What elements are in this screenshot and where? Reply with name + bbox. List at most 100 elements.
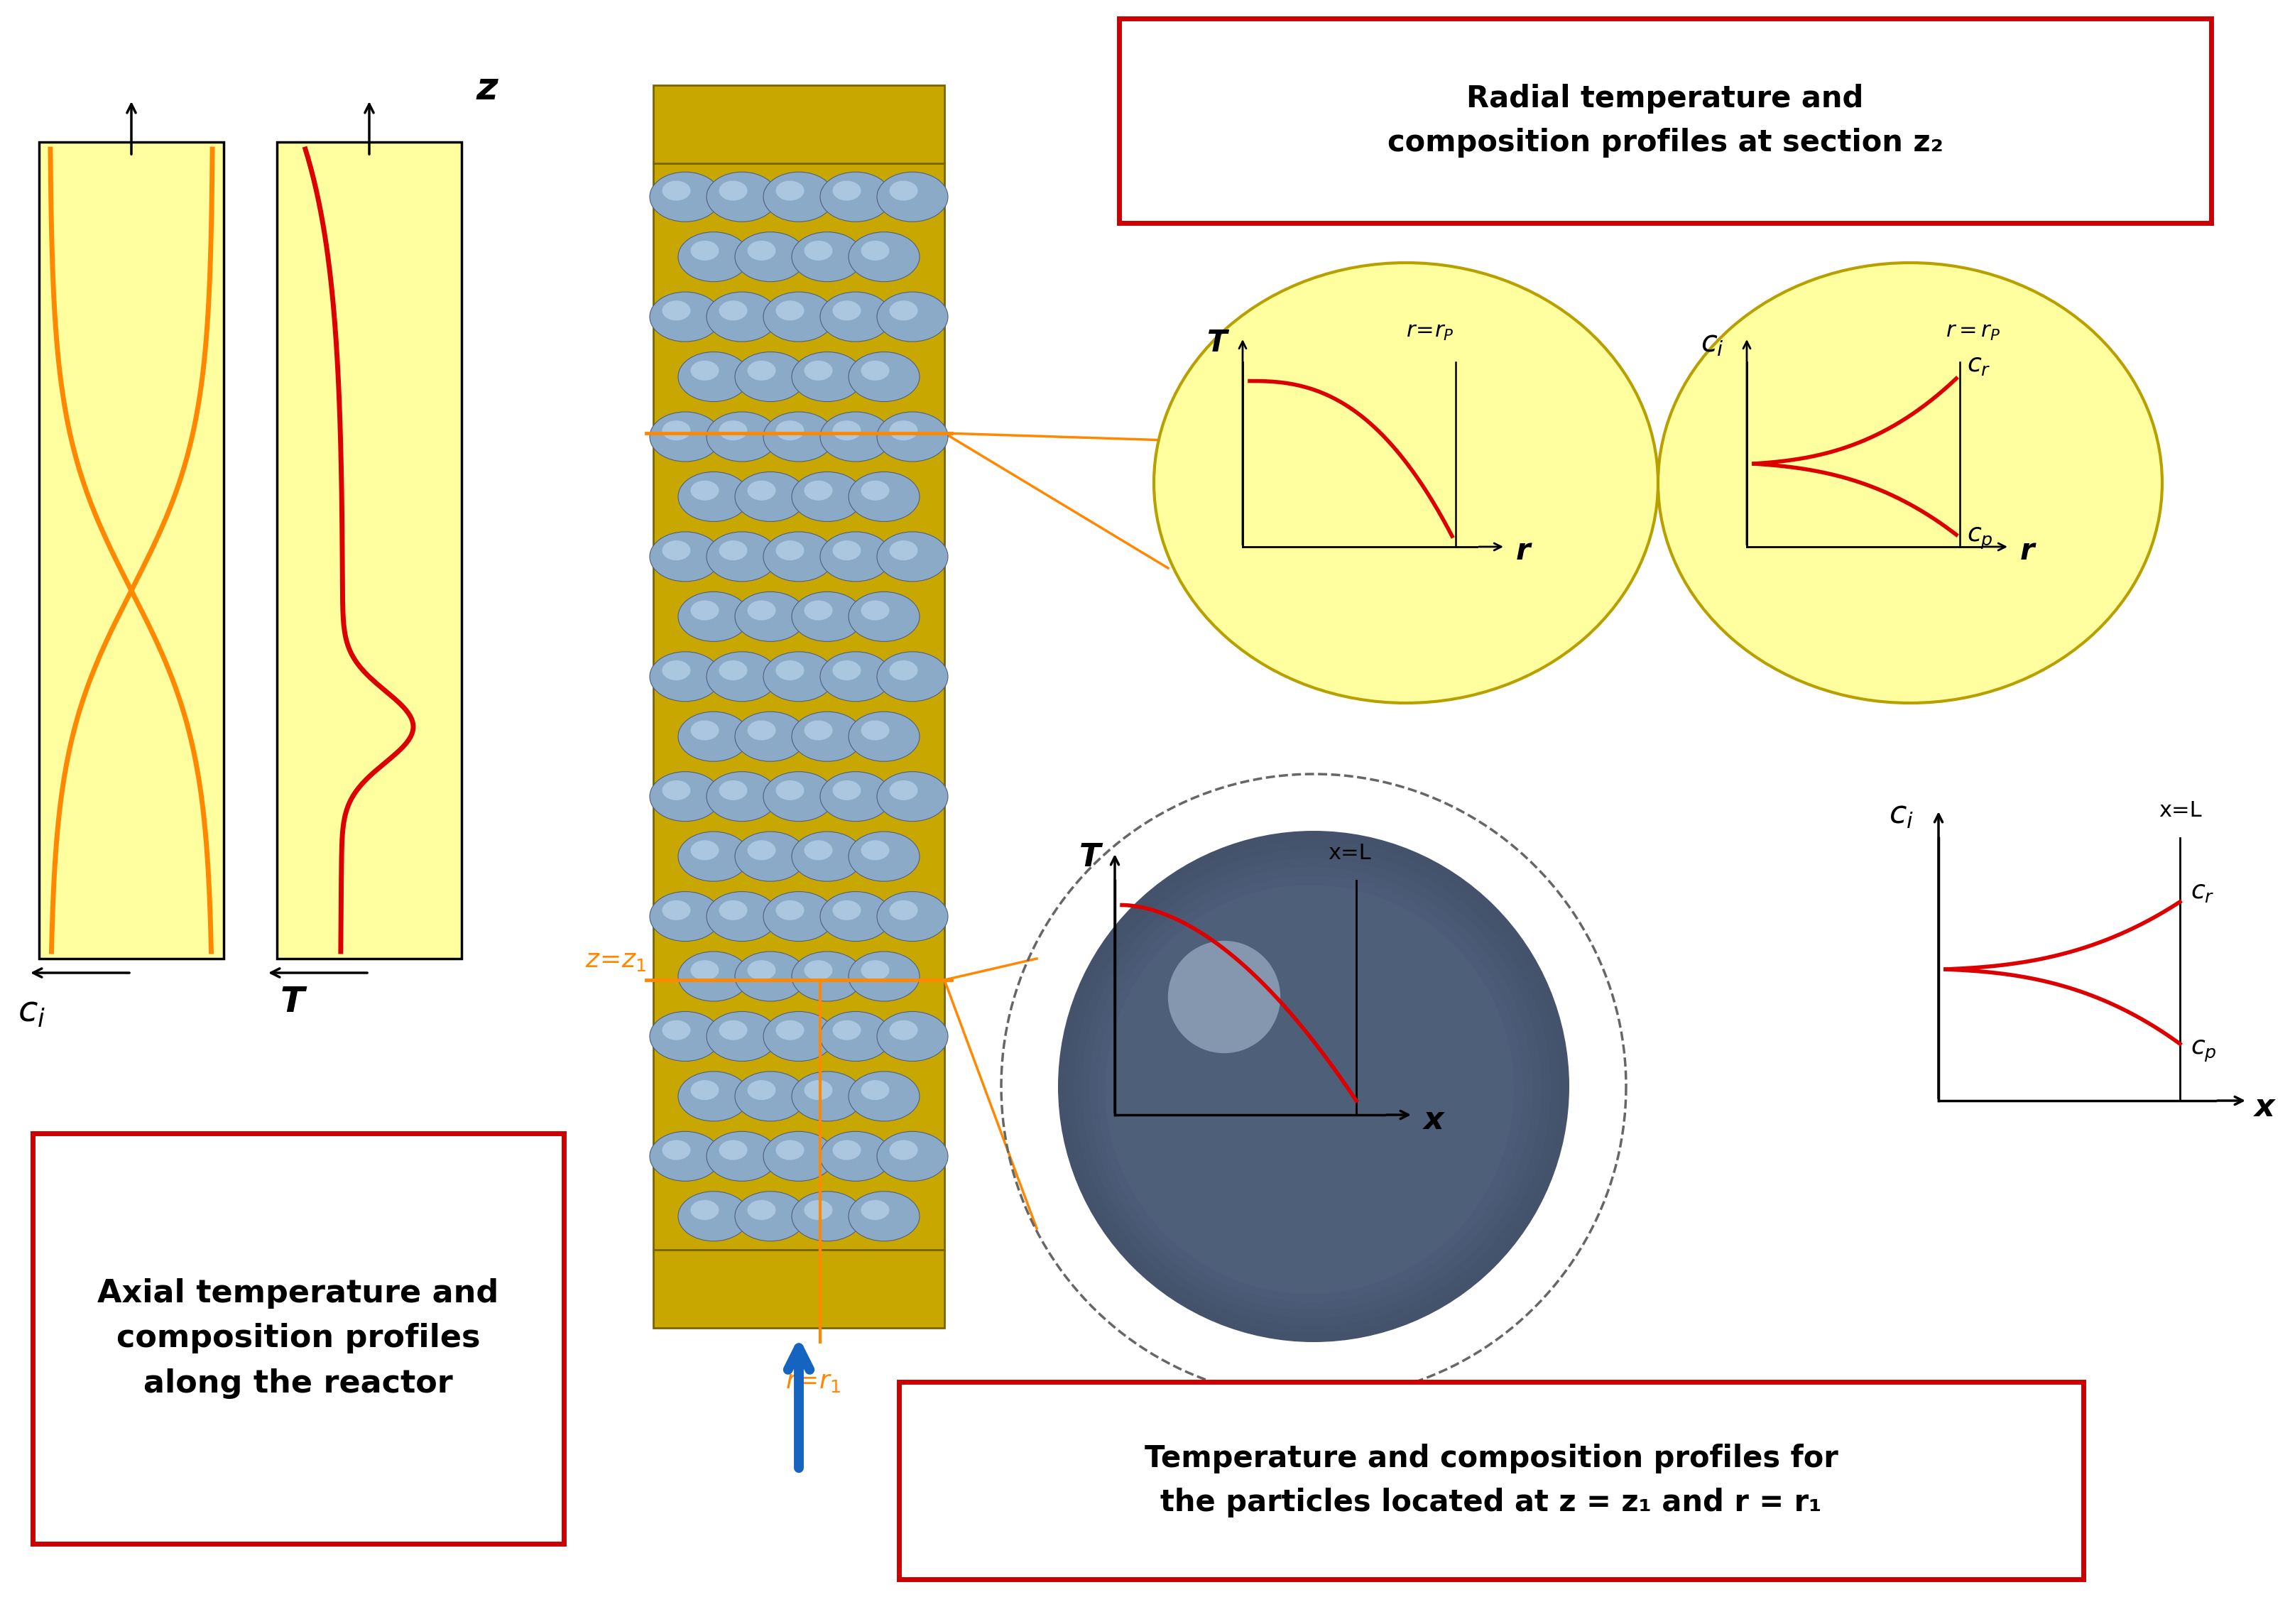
Ellipse shape	[763, 531, 834, 581]
Ellipse shape	[820, 1132, 891, 1181]
Ellipse shape	[708, 172, 779, 222]
Ellipse shape	[834, 180, 861, 201]
Text: x=L: x=L	[2159, 801, 2201, 820]
Ellipse shape	[708, 292, 779, 341]
Circle shape	[1152, 939, 1459, 1246]
Circle shape	[1065, 840, 1559, 1333]
Ellipse shape	[692, 840, 719, 861]
Circle shape	[1168, 940, 1280, 1054]
Ellipse shape	[850, 711, 921, 762]
Circle shape	[1120, 903, 1495, 1278]
Ellipse shape	[719, 781, 747, 801]
Ellipse shape	[776, 180, 804, 201]
Ellipse shape	[719, 300, 747, 320]
Ellipse shape	[850, 952, 921, 1002]
Ellipse shape	[692, 721, 719, 741]
Ellipse shape	[650, 1132, 721, 1181]
Bar	[653, 164, 943, 1250]
Circle shape	[1269, 1075, 1321, 1125]
Ellipse shape	[708, 892, 779, 942]
Ellipse shape	[850, 1192, 921, 1241]
Text: $z\!=\!z_1$: $z\!=\!z_1$	[584, 948, 646, 973]
Ellipse shape	[834, 661, 861, 680]
Text: $c_p$: $c_p$	[2192, 1039, 2217, 1064]
Ellipse shape	[861, 240, 889, 260]
Bar	[39, 141, 224, 958]
Text: T: T	[1207, 328, 1227, 357]
Ellipse shape	[735, 1072, 806, 1121]
Ellipse shape	[692, 1080, 719, 1099]
Ellipse shape	[662, 1140, 692, 1160]
Ellipse shape	[747, 960, 776, 981]
Ellipse shape	[735, 232, 806, 281]
Ellipse shape	[776, 661, 804, 680]
Bar	[653, 84, 943, 164]
Ellipse shape	[719, 541, 747, 560]
Ellipse shape	[650, 412, 721, 461]
Circle shape	[1255, 1057, 1340, 1142]
Ellipse shape	[662, 1020, 692, 1039]
Ellipse shape	[735, 831, 806, 882]
Circle shape	[1278, 1083, 1312, 1117]
Ellipse shape	[650, 771, 721, 822]
Circle shape	[1145, 931, 1468, 1254]
Ellipse shape	[804, 1200, 834, 1220]
Ellipse shape	[678, 952, 749, 1002]
Ellipse shape	[662, 300, 692, 320]
Text: $c_r$: $c_r$	[2192, 880, 2214, 905]
Ellipse shape	[792, 711, 863, 762]
Ellipse shape	[708, 1132, 779, 1181]
Ellipse shape	[861, 1200, 889, 1220]
Ellipse shape	[747, 481, 776, 500]
Ellipse shape	[889, 661, 918, 680]
Ellipse shape	[763, 1132, 834, 1181]
Ellipse shape	[877, 531, 948, 581]
Circle shape	[1207, 1002, 1395, 1190]
Text: z: z	[476, 70, 497, 107]
Ellipse shape	[792, 1072, 863, 1121]
Ellipse shape	[650, 651, 721, 702]
Ellipse shape	[804, 1080, 834, 1099]
Ellipse shape	[776, 1140, 804, 1160]
Ellipse shape	[792, 1192, 863, 1241]
Ellipse shape	[747, 1080, 776, 1099]
Ellipse shape	[763, 771, 834, 822]
Bar	[653, 1250, 943, 1328]
Circle shape	[1090, 867, 1532, 1311]
Ellipse shape	[792, 591, 863, 641]
Ellipse shape	[877, 651, 948, 702]
Ellipse shape	[861, 481, 889, 500]
Text: Radial temperature and
composition profiles at section z₂: Radial temperature and composition profi…	[1388, 84, 1944, 158]
Ellipse shape	[834, 900, 861, 921]
Ellipse shape	[692, 601, 719, 620]
Ellipse shape	[820, 892, 891, 942]
Ellipse shape	[763, 892, 834, 942]
Circle shape	[1136, 921, 1477, 1262]
Ellipse shape	[776, 300, 804, 320]
Text: r: r	[2020, 536, 2036, 565]
Ellipse shape	[763, 172, 834, 222]
Ellipse shape	[708, 651, 779, 702]
Ellipse shape	[662, 661, 692, 680]
Ellipse shape	[692, 481, 719, 500]
Ellipse shape	[834, 421, 861, 440]
Ellipse shape	[820, 531, 891, 581]
Circle shape	[1113, 895, 1505, 1286]
Text: $c_r$: $c_r$	[1967, 352, 1990, 377]
Ellipse shape	[719, 180, 747, 201]
Ellipse shape	[735, 352, 806, 401]
Ellipse shape	[804, 601, 834, 620]
Ellipse shape	[889, 900, 918, 921]
Ellipse shape	[747, 361, 776, 380]
Ellipse shape	[889, 1140, 918, 1160]
Circle shape	[1058, 831, 1569, 1341]
Ellipse shape	[735, 591, 806, 641]
Text: $c_p$: $c_p$	[1967, 526, 1992, 551]
Bar	[277, 141, 463, 958]
Ellipse shape	[792, 952, 863, 1002]
Circle shape	[1239, 1039, 1358, 1158]
Ellipse shape	[735, 711, 806, 762]
Text: $r\!=\!r_1$: $r\!=\!r_1$	[785, 1369, 840, 1393]
FancyBboxPatch shape	[32, 1134, 563, 1544]
Ellipse shape	[662, 541, 692, 560]
